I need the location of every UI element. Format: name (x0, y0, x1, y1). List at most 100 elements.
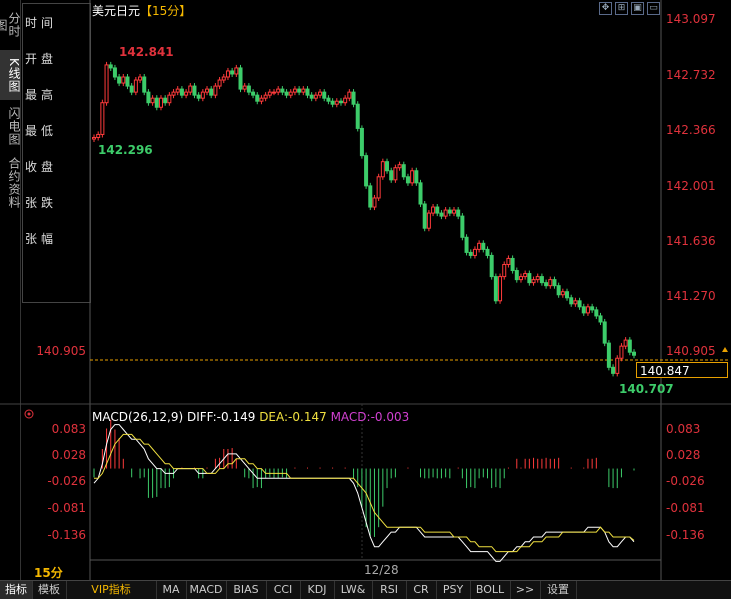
date-tick: 12/28 (364, 563, 399, 577)
price-tick: 143.097 (666, 12, 716, 26)
candle-body (405, 176, 410, 184)
ref-price-left: 140.905 (36, 344, 86, 358)
candle-body (585, 306, 590, 314)
tab-bias[interactable]: BIAS (226, 581, 267, 599)
macd-tick-right: -0.026 (666, 474, 705, 488)
candle-body (623, 339, 628, 347)
candle-body (355, 103, 360, 129)
info-close-label: 收盘 (25, 160, 58, 174)
candle-body (531, 279, 536, 284)
candle-body (188, 85, 193, 93)
candle-body (606, 342, 611, 368)
candle-body (627, 339, 632, 353)
tab-lw[interactable]: LW& (334, 581, 373, 599)
candle-body (221, 76, 226, 81)
candle-body (569, 297, 574, 305)
candle-body (456, 209, 461, 217)
candle-body (410, 170, 415, 184)
candle-body (196, 94, 201, 99)
tab-rsi[interactable]: RSI (372, 581, 407, 599)
candle-body (552, 279, 557, 287)
tab-boll[interactable]: BOLL (470, 581, 511, 599)
tab-contract-info[interactable]: 合约资料 (7, 157, 21, 209)
diff-value: DIFF:-0.149 (186, 410, 256, 424)
candle-body (234, 67, 239, 75)
candle-body (259, 97, 264, 102)
candle-body (158, 97, 163, 108)
tab-more[interactable]: >> (510, 581, 541, 599)
candle-body (565, 291, 570, 299)
candle-body (468, 251, 473, 256)
candle-body (129, 85, 134, 93)
price-tick: 142.001 (666, 179, 716, 193)
dea-value: DEA:-0.147 (259, 410, 327, 424)
tab-timeshare[interactable]: 分时图 (0, 12, 21, 38)
candle-body (313, 94, 318, 99)
candle-body (443, 209, 448, 217)
candle-body (472, 248, 477, 256)
low-annotation-first: 142.296 (98, 143, 153, 157)
macd-tick-right: -0.136 (666, 528, 705, 542)
candle-body (632, 351, 636, 356)
candle-body (175, 88, 180, 93)
candle-body (397, 164, 402, 169)
candle-body (230, 70, 235, 75)
tab-template[interactable]: 模板 (32, 581, 67, 599)
indicator-tab-bar: 指标 模板 VIP指标 MA MACD BIAS CCI KDJ LW& RSI… (0, 580, 731, 599)
price-tick: 141.270 (666, 289, 716, 303)
candle-body (154, 97, 159, 108)
candle-body (439, 212, 444, 217)
candle-body (108, 64, 113, 69)
tab-vip-indicator[interactable]: VIP指标 (66, 581, 157, 599)
macd-tick: -0.136 (47, 528, 86, 542)
candle-body (343, 97, 348, 104)
candle-body (330, 100, 335, 105)
candle-body (452, 209, 456, 214)
candle-body (577, 300, 582, 308)
period-label[interactable]: 15分 (34, 566, 63, 580)
tab-kline[interactable]: K线图 (0, 50, 21, 100)
tab-settings[interactable]: 设置 (540, 581, 577, 599)
candle-body (506, 257, 511, 265)
instrument-name: 美元日元 (92, 4, 141, 18)
candle-body (514, 270, 519, 281)
candle-body (100, 102, 105, 135)
candle-body (431, 206, 436, 214)
candle-body (573, 300, 578, 305)
candle-body (615, 357, 620, 374)
left-tab-bar: 分时图 K线图 闪电图 合约资料 (0, 0, 21, 580)
info-high-label: 最高 (25, 88, 58, 102)
tab-macd[interactable]: MACD (186, 581, 227, 599)
tab-cr[interactable]: CR (406, 581, 437, 599)
candle-body (359, 127, 364, 157)
candle-body (527, 273, 532, 284)
candle-body (351, 91, 356, 105)
window-icon[interactable]: ▭ (647, 2, 660, 15)
candle-body (133, 79, 138, 93)
chart-period: 【15分】 (140, 4, 192, 18)
tab-flash[interactable]: 闪电图 (7, 106, 21, 146)
tab-ma[interactable]: MA (156, 581, 187, 599)
image-icon[interactable]: ▣ (631, 2, 644, 15)
fit-icon[interactable]: ⊞ (615, 2, 628, 15)
candle-body (539, 276, 544, 284)
macd-name: MACD(26,12,9) (92, 410, 184, 424)
chart-title: 美元日元【15分】 (92, 2, 191, 19)
crosshair-icon[interactable]: ✥ (599, 2, 612, 15)
candle-body (267, 91, 272, 96)
tab-cci[interactable]: CCI (266, 581, 301, 599)
high-annotation: 142.841 (119, 45, 174, 59)
macd-tick: 0.083 (51, 422, 86, 436)
price-arrow-icon (722, 347, 728, 352)
candle-body (611, 366, 616, 374)
candle-body (460, 215, 465, 238)
candle-body (385, 161, 390, 172)
tab-kdj[interactable]: KDJ (300, 581, 335, 599)
tab-indicator[interactable]: 指标 (0, 581, 33, 599)
candle-body (146, 91, 151, 104)
candle-body (225, 70, 230, 78)
tab-psy[interactable]: PSY (436, 581, 471, 599)
macd-tick: -0.026 (47, 474, 86, 488)
candle-body (96, 133, 101, 138)
candle-body (414, 170, 419, 184)
